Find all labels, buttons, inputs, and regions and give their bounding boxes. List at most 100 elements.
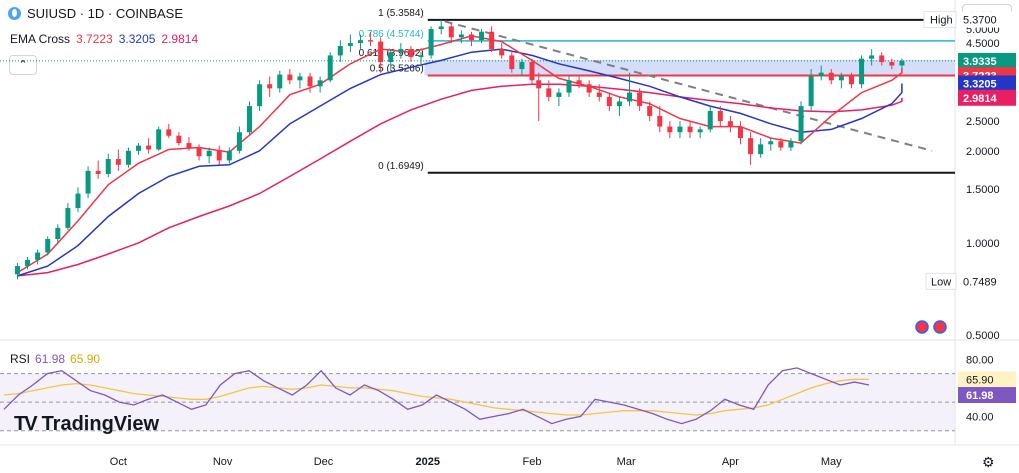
candle-body [277, 74, 283, 89]
price-tag-text: 5.3700 [963, 15, 997, 27]
ema-mid-line [17, 48, 903, 277]
time-tick-label: Mar [617, 456, 636, 468]
candle-body [14, 266, 20, 275]
candle-body [596, 92, 602, 97]
candle-body [859, 58, 865, 85]
ema-legend[interactable]: EMA Cross 3.7223 3.3205 2.9814 [10, 32, 198, 46]
candle-body [75, 193, 81, 209]
candle-body [236, 132, 242, 151]
candle-body [378, 41, 384, 63]
tradingview-logo-icon: TV [14, 413, 38, 435]
symbol-title: SUIUSD · 1D · COINBASE [27, 6, 184, 21]
rsi-line [3, 367, 870, 425]
candle-body [297, 76, 303, 81]
rsi-tick-label: 80.00 [966, 354, 994, 366]
candle-body [398, 49, 404, 53]
fib-level-label: 0.786 (4.5744) [359, 29, 424, 40]
candle-body [519, 62, 525, 70]
candle-body [758, 144, 764, 155]
candle-body [216, 150, 222, 161]
time-tick-label: Apr [722, 456, 739, 468]
us-flag-icon [915, 320, 929, 334]
candle-body [647, 106, 653, 116]
candle-body [246, 106, 252, 133]
high-label: High [930, 15, 953, 27]
candle-body [536, 80, 542, 89]
rsi-ma-value: 65.90 [70, 352, 101, 366]
collapse-legend-button[interactable]: ⌃ [9, 55, 37, 75]
candle-body [899, 61, 905, 66]
candle-body [727, 121, 733, 127]
candle-body [848, 76, 854, 85]
price-tag-text: 2.9814 [963, 93, 998, 105]
candle-body [408, 49, 414, 58]
candle-body [115, 159, 121, 165]
candle-body [657, 115, 663, 127]
price-tag-last [958, 52, 1016, 69]
candle-body [206, 150, 212, 157]
candle-body [616, 101, 622, 107]
gear-icon[interactable]: ⚙ [982, 454, 995, 470]
sui-logo-icon [8, 7, 21, 20]
time-tick-label: Oct [110, 456, 127, 468]
candle-body [357, 40, 363, 44]
rsi-ma-tag-text: 65.90 [966, 374, 994, 386]
candle-body [566, 80, 572, 93]
candle-body [606, 96, 612, 107]
price-tag-ema_slow [958, 89, 1016, 106]
candle-body [307, 76, 313, 87]
candle-body [448, 26, 454, 38]
candle-body [146, 145, 152, 150]
time-tick-label: Feb [523, 456, 542, 468]
candle-body [818, 72, 824, 77]
candle-body [869, 55, 875, 59]
candle-body [65, 208, 71, 228]
candle-body [196, 147, 202, 157]
time-tick-label: Nov [213, 456, 233, 468]
ema-fast-line [17, 35, 903, 274]
high-label-box [923, 11, 957, 29]
price-tick-label: 1.5000 [966, 184, 1000, 196]
candle-body [707, 110, 713, 130]
candle-body [499, 49, 505, 56]
candle-body [768, 141, 774, 145]
candle-body [637, 92, 643, 107]
candle-body [337, 46, 343, 56]
candle-body [808, 76, 814, 107]
time-tick-label: 2025 [415, 456, 439, 468]
candle-body [489, 31, 495, 50]
ema-fast-value: 3.7223 [76, 32, 113, 46]
low-label: Low [931, 276, 951, 288]
candle-body [586, 84, 592, 93]
price-tag-ema_mid [958, 75, 1016, 92]
symbol-header[interactable]: SUIUSD · 1D · COINBASE [8, 6, 183, 21]
candle-body [287, 74, 293, 81]
low-label-box [925, 272, 957, 290]
candle-body [85, 170, 91, 194]
fib-level-label: 1 (5.3584) [378, 8, 424, 19]
ema-slow-value: 2.9814 [161, 32, 199, 46]
candle-body [186, 143, 192, 148]
candle-body [327, 55, 333, 81]
candle-body [156, 129, 162, 150]
price-tag-text: 0.7489 [963, 276, 997, 288]
candle-body [25, 259, 31, 267]
fib-level-label: 0.5 (3.5266) [370, 63, 424, 74]
candle-body [889, 62, 895, 66]
brand-name: TradingView [41, 413, 160, 435]
candle-body [105, 159, 111, 174]
candle-body [546, 88, 552, 97]
price-tag-low [958, 273, 1016, 290]
price-tag-text: 3.3205 [963, 78, 997, 90]
rsi-legend[interactable]: RSI 61.98 65.90 [10, 352, 100, 366]
candle-body [576, 80, 582, 85]
rsi-tag-text: 61.98 [966, 390, 994, 402]
candle-body [687, 126, 693, 133]
candle-body [418, 55, 424, 58]
candle-body [317, 80, 323, 87]
candle-body [388, 52, 394, 63]
candle-body [468, 34, 474, 41]
candle-body [257, 84, 263, 107]
candle-body [267, 84, 273, 89]
